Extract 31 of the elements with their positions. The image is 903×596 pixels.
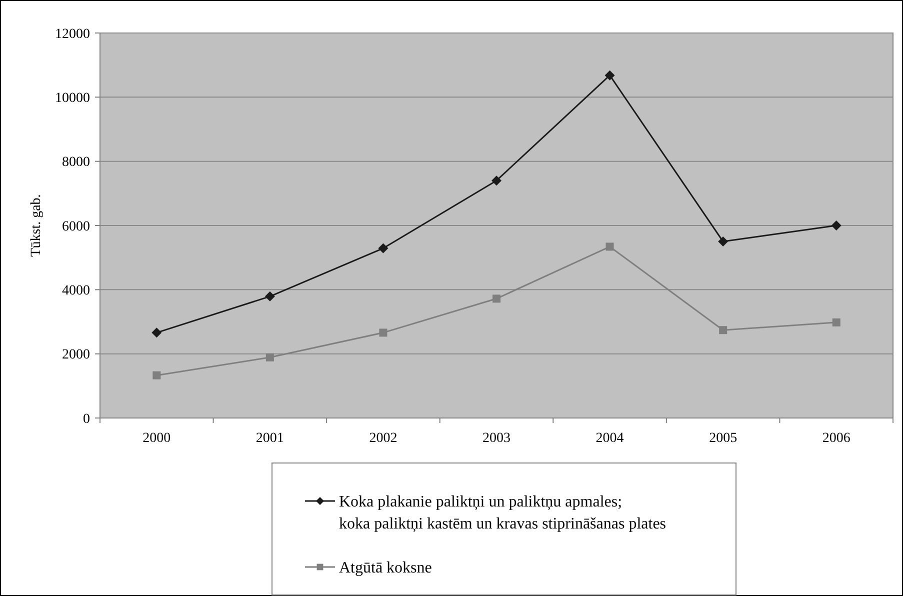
x-tick-label: 2002 bbox=[369, 431, 398, 446]
point bbox=[152, 328, 162, 338]
y-axis-title: Tūkst. gab. bbox=[29, 194, 44, 257]
legend-label: Koka plakanie paliktņi un paliktņu apmales; koka paliktņi kastēm un kravas stiprināšanas plates bbox=[339, 494, 666, 533]
y-tick-label: 12000 bbox=[55, 26, 90, 42]
point bbox=[832, 318, 840, 326]
point bbox=[492, 176, 502, 186]
point bbox=[831, 220, 842, 230]
y-tick-label: 2000 bbox=[62, 348, 90, 363]
point bbox=[719, 326, 728, 334]
y-tick-label: 0 bbox=[83, 412, 90, 427]
point bbox=[718, 236, 728, 247]
point bbox=[378, 243, 388, 254]
point bbox=[492, 294, 500, 303]
point bbox=[606, 242, 614, 251]
point bbox=[379, 328, 388, 337]
x-tick-label: 2003 bbox=[482, 431, 510, 446]
point bbox=[266, 353, 274, 362]
x-tick-label: 2004 bbox=[596, 431, 624, 446]
point bbox=[604, 70, 615, 80]
x-tick-label: 2006 bbox=[822, 431, 850, 446]
x-tick-label: 2001 bbox=[256, 431, 284, 446]
y-tick-label: 10000 bbox=[55, 91, 90, 106]
y-tick-label: 6000 bbox=[62, 219, 90, 234]
point bbox=[152, 371, 161, 380]
y-tick-label: 4000 bbox=[62, 284, 90, 299]
point bbox=[264, 291, 275, 302]
y-tick-label: 8000 bbox=[62, 155, 90, 170]
x-tick-label: 2005 bbox=[709, 431, 738, 446]
legend-label: Atgūtā koksne bbox=[339, 560, 432, 577]
x-tick-label: 2000 bbox=[142, 431, 171, 446]
